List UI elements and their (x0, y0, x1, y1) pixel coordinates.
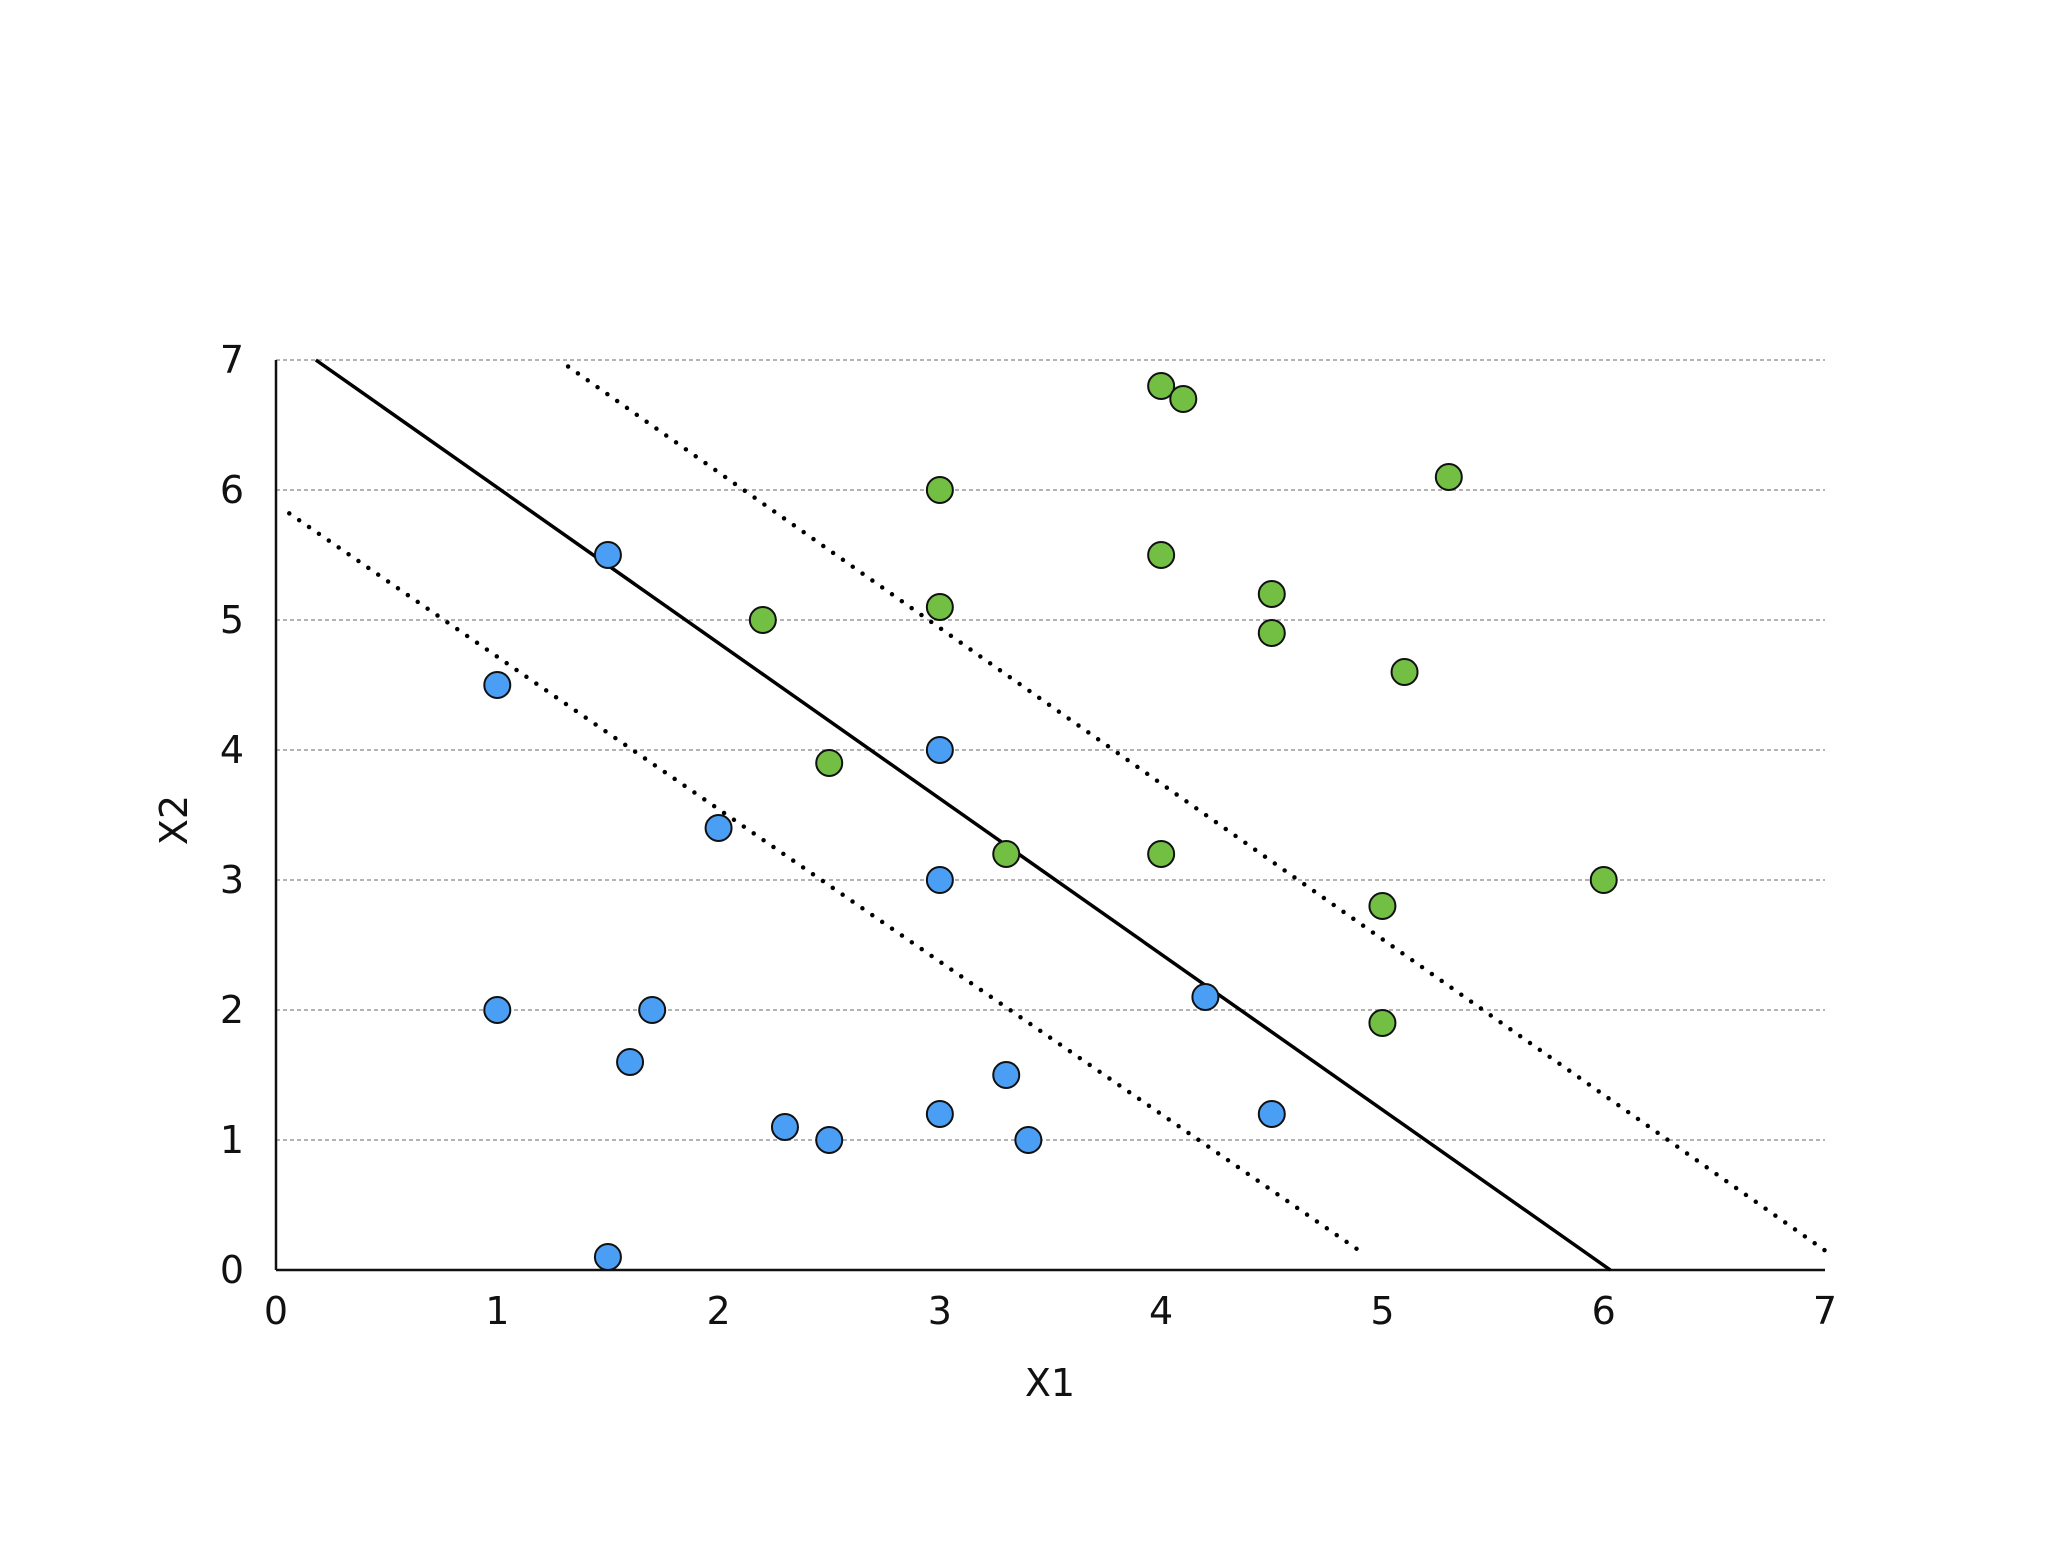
y-tick-label: 7 (220, 338, 244, 382)
x-tick-label: 6 (1592, 1289, 1616, 1333)
blue-data-point (616, 1048, 645, 1076)
green-data-point (992, 840, 1021, 868)
green-data-point (1147, 372, 1176, 400)
y-tick-label: 0 (220, 1248, 244, 1292)
blue-data-point (925, 1100, 954, 1128)
green-data-point (1257, 619, 1286, 647)
green-data-point (1147, 840, 1176, 868)
data-points (483, 372, 1618, 1271)
margin-line (287, 511, 1367, 1257)
blue-data-point (638, 996, 667, 1024)
green-data-point (1169, 385, 1198, 413)
green-data-point (1257, 580, 1286, 608)
blue-data-point (992, 1061, 1021, 1089)
x-tick-label: 3 (928, 1289, 952, 1333)
blue-data-point (593, 541, 622, 569)
blue-data-point (925, 736, 954, 764)
y-tick-label: 2 (220, 988, 244, 1032)
blue-data-point (815, 1126, 844, 1154)
green-data-point (1390, 658, 1419, 686)
blue-data-point (1014, 1126, 1043, 1154)
blue-data-point (1191, 983, 1220, 1011)
y-tick-label: 3 (220, 858, 244, 902)
tick-labels: 0 1 2 3 4 5 6 7 0 1 2 3 4 5 6 7 (220, 338, 1837, 1333)
y-axis-label: X2 (152, 795, 196, 845)
green-data-point (1368, 1009, 1397, 1037)
x-tick-label: 5 (1370, 1289, 1394, 1333)
green-data-point (925, 476, 954, 504)
blue-data-point (1257, 1100, 1286, 1128)
y-tick-label: 4 (220, 728, 244, 772)
blue-data-point (483, 671, 512, 699)
green-data-point (748, 606, 777, 634)
green-data-point (1589, 866, 1618, 894)
x-tick-label: 7 (1813, 1289, 1837, 1333)
separator-lines (287, 358, 1828, 1272)
blue-data-point (925, 866, 954, 894)
blue-data-point (770, 1113, 799, 1141)
y-tick-label: 6 (220, 468, 244, 512)
blue-data-point (704, 814, 733, 842)
blue-data-point (593, 1243, 622, 1271)
x-axis-label: X1 (1025, 1361, 1075, 1405)
x-tick-label: 0 (264, 1289, 288, 1333)
margin-line (565, 364, 1828, 1253)
blue-data-point (483, 996, 512, 1024)
green-data-point (1147, 541, 1176, 569)
green-data-point (925, 593, 954, 621)
decision-boundary-line (314, 358, 1612, 1272)
x-tick-label: 4 (1149, 1289, 1173, 1333)
green-data-point (1368, 892, 1397, 920)
x-tick-label: 1 (485, 1289, 509, 1333)
grid-lines (276, 359, 1825, 1141)
y-tick-label: 5 (220, 598, 244, 642)
y-tick-label: 1 (220, 1118, 244, 1162)
green-data-point (815, 749, 844, 777)
green-data-point (1434, 463, 1463, 491)
axes (274, 360, 1825, 1272)
x-tick-label: 2 (706, 1289, 730, 1333)
